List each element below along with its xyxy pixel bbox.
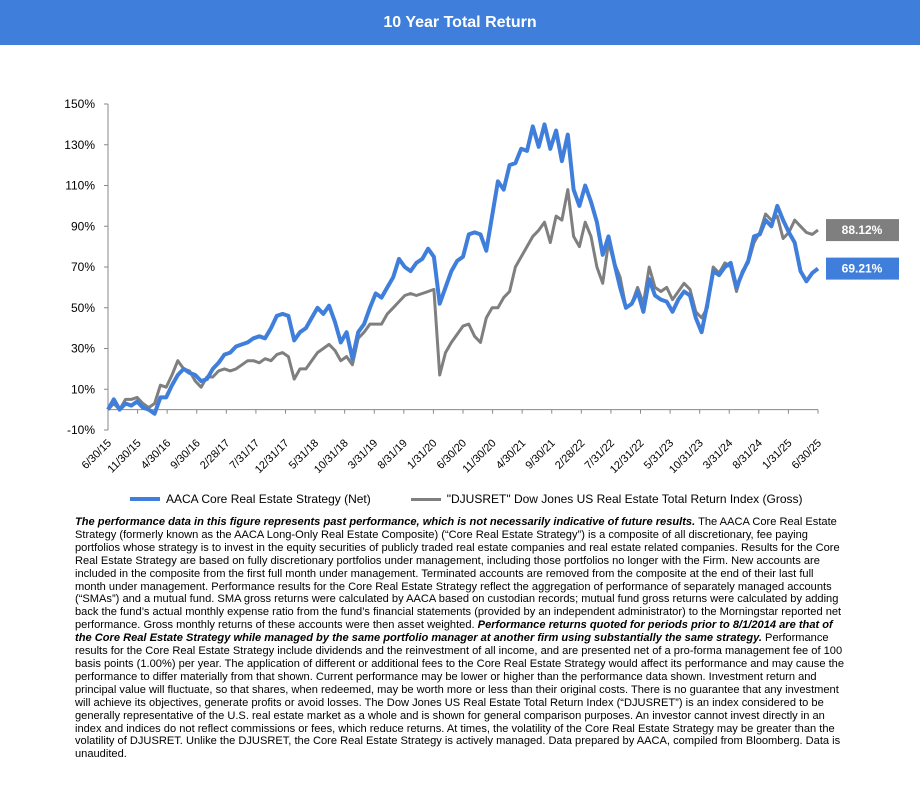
chart-title: 10 Year Total Return bbox=[0, 0, 920, 45]
x-tick-label: 2/28/17 bbox=[198, 437, 232, 471]
end-label-net-text: 69.21% bbox=[842, 262, 883, 276]
x-tick-label: 1/31/20 bbox=[405, 437, 439, 471]
x-tick-label: 9/30/21 bbox=[523, 437, 557, 471]
y-tick-label: 50% bbox=[71, 301, 95, 315]
x-tick-label: 6/30/25 bbox=[790, 437, 824, 471]
x-tick-label: 3/31/24 bbox=[701, 437, 735, 471]
legend-label-gross: "DJUSRET" Dow Jones US Real Estate Total… bbox=[446, 492, 803, 506]
chart-legend: AACA Core Real Estate Strategy (Net) "DJ… bbox=[130, 488, 850, 510]
end-label-net-box bbox=[826, 257, 899, 280]
y-tick-label: 30% bbox=[71, 342, 95, 356]
y-tick-label: 10% bbox=[71, 382, 95, 396]
y-tick-label: 110% bbox=[65, 179, 95, 193]
y-tick-label: -10% bbox=[67, 423, 95, 437]
x-tick-label: 3/31/19 bbox=[346, 437, 380, 471]
disclaimer-text-2: Performance results for the Core Real Es… bbox=[75, 632, 844, 761]
x-tick-label: 9/30/16 bbox=[168, 437, 202, 471]
y-tick-label: 150% bbox=[64, 97, 95, 111]
y-tick-label: 70% bbox=[71, 260, 95, 274]
y-tick-label: 90% bbox=[71, 219, 95, 233]
legend-swatch-gross bbox=[410, 497, 441, 501]
series-layer bbox=[106, 122, 820, 416]
end-label-net: 69.21% bbox=[826, 257, 899, 280]
x-tick-label: 8/31/19 bbox=[376, 437, 410, 471]
y-tick-label: 130% bbox=[64, 138, 95, 152]
x-tick-label: 1/31/25 bbox=[760, 437, 794, 471]
line-chart: -10%10%30%50%70%90%110%130%150%6/30/1511… bbox=[64, 97, 899, 476]
series-line-gross bbox=[106, 188, 819, 412]
x-tick-label: 8/31/24 bbox=[731, 437, 765, 471]
disclaimer-text-1: The AACA Core Real Estate Strategy (form… bbox=[75, 516, 842, 632]
end-label-gross-text: 88.12% bbox=[842, 223, 883, 237]
x-tick-label: 4/30/21 bbox=[494, 437, 528, 471]
x-tick-label: 4/30/16 bbox=[139, 437, 173, 471]
legend-swatch-net bbox=[130, 497, 160, 501]
disclaimer-bold-2: Performance returns quoted for periods p… bbox=[75, 619, 833, 645]
legend-item-gross: "DJUSRET" Dow Jones US Real Estate Total… bbox=[410, 492, 803, 506]
x-tick-label: 2/28/22 bbox=[553, 437, 587, 471]
legend-item-net: AACA Core Real Estate Strategy (Net) bbox=[130, 492, 371, 506]
end-label-gross-box bbox=[826, 219, 899, 242]
end-labels: 88.12% 69.21% bbox=[826, 219, 899, 280]
disclaimer-bold-1: The performance data in this figure repr… bbox=[75, 516, 696, 528]
end-label-gross: 88.12% bbox=[826, 219, 899, 242]
series-line-net bbox=[106, 122, 820, 416]
legend-label-net: AACA Core Real Estate Strategy (Net) bbox=[166, 492, 371, 506]
performance-disclaimer: The performance data in this figure repr… bbox=[75, 516, 845, 761]
